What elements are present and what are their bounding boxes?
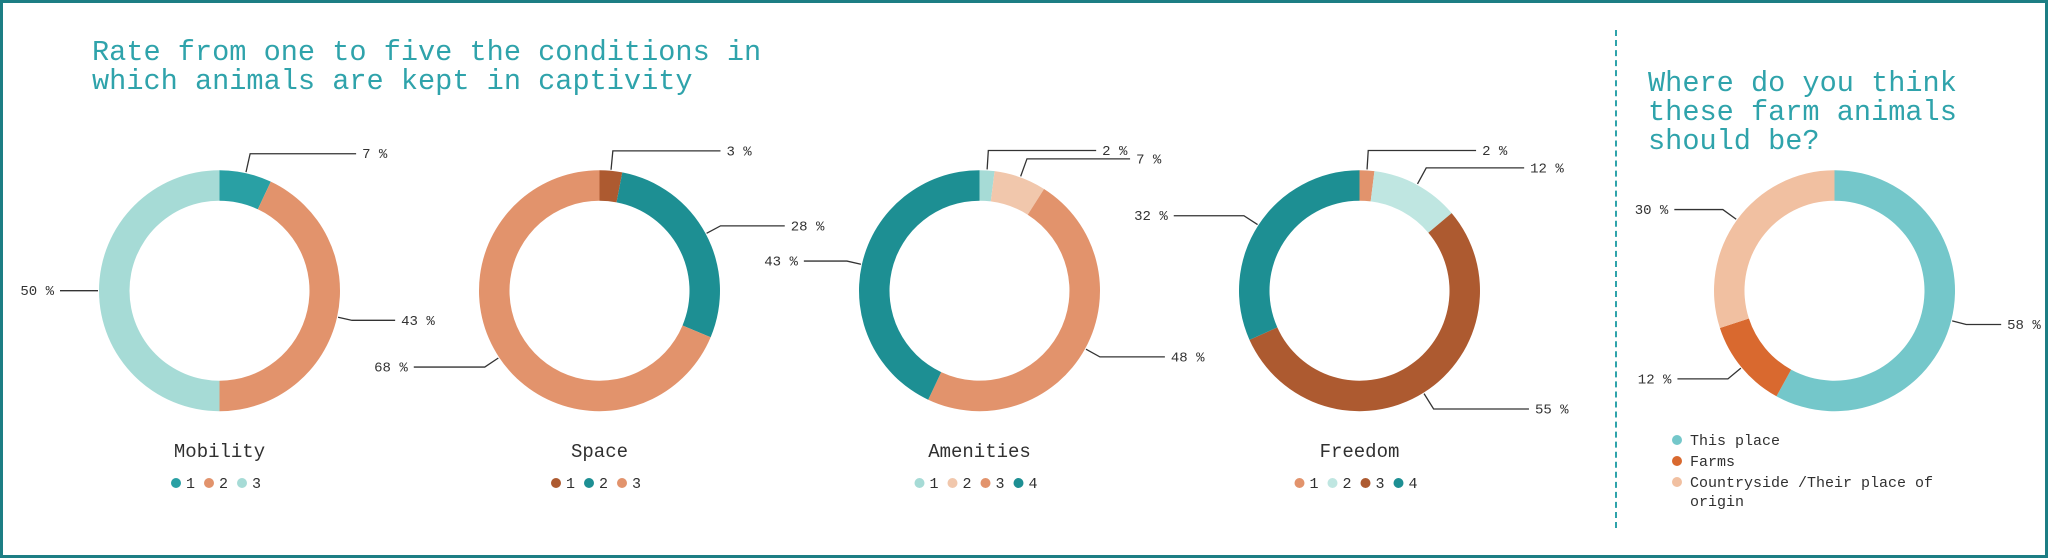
svg-text:1: 1 bbox=[566, 476, 575, 493]
svg-text:43 %: 43 % bbox=[764, 255, 798, 271]
svg-text:2: 2 bbox=[1343, 476, 1352, 493]
svg-text:3: 3 bbox=[996, 476, 1005, 493]
svg-text:50 %: 50 % bbox=[20, 284, 54, 300]
svg-text:55 %: 55 % bbox=[1535, 402, 1569, 418]
svg-text:2 %: 2 % bbox=[1102, 144, 1128, 160]
svg-text:1: 1 bbox=[186, 476, 195, 493]
svg-text:68 %: 68 % bbox=[374, 361, 408, 377]
svg-text:3: 3 bbox=[1376, 476, 1385, 493]
svg-text:1: 1 bbox=[1310, 476, 1319, 493]
svg-text:32 %: 32 % bbox=[1134, 209, 1168, 225]
svg-text:48 %: 48 % bbox=[1171, 350, 1205, 366]
svg-text:Space: Space bbox=[571, 441, 628, 463]
svg-text:3: 3 bbox=[252, 476, 261, 493]
svg-text:28 %: 28 % bbox=[791, 219, 825, 235]
svg-text:Freedom: Freedom bbox=[1320, 441, 1400, 463]
svg-text:7 %: 7 % bbox=[362, 147, 388, 163]
svg-text:3 %: 3 % bbox=[726, 144, 752, 160]
svg-text:1: 1 bbox=[930, 476, 939, 493]
svg-text:3: 3 bbox=[632, 476, 641, 493]
svg-text:Mobility: Mobility bbox=[174, 441, 265, 463]
svg-text:58 %: 58 % bbox=[2007, 318, 2041, 334]
svg-text:30 %: 30 % bbox=[1635, 203, 1669, 219]
svg-text:2: 2 bbox=[599, 476, 608, 493]
svg-text:2 %: 2 % bbox=[1482, 144, 1508, 160]
svg-text:43 %: 43 % bbox=[401, 314, 435, 330]
svg-text:4: 4 bbox=[1029, 476, 1038, 493]
svg-text:12 %: 12 % bbox=[1530, 161, 1564, 177]
svg-text:4: 4 bbox=[1409, 476, 1418, 493]
svg-text:2: 2 bbox=[219, 476, 228, 493]
svg-text:2: 2 bbox=[963, 476, 972, 493]
svg-text:12 %: 12 % bbox=[1638, 372, 1672, 388]
svg-text:7 %: 7 % bbox=[1136, 152, 1162, 168]
svg-text:Amenities: Amenities bbox=[928, 441, 1031, 463]
